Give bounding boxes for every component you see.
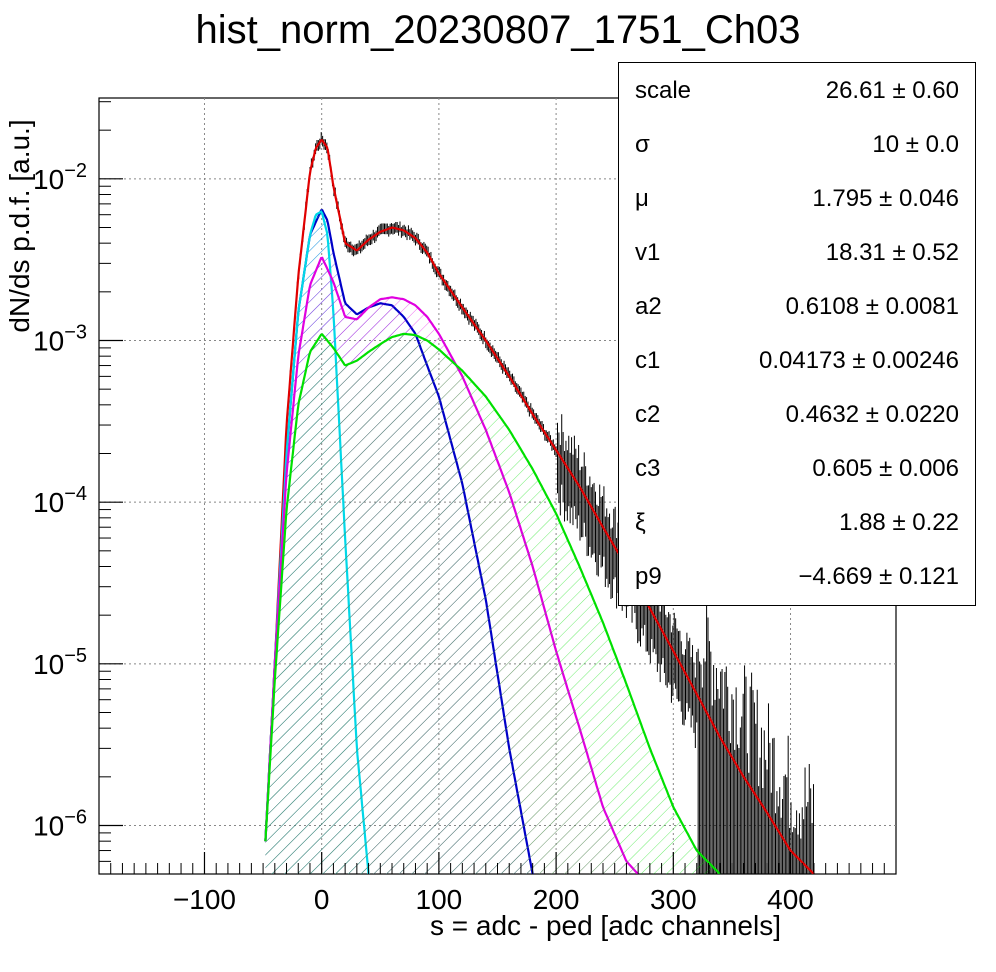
x-tick-label: 300 bbox=[650, 884, 697, 915]
stat-value: 0.04173 ± 0.00246 bbox=[758, 347, 959, 374]
stat-name: scale bbox=[635, 77, 692, 104]
stat-row: scale 26.61 ± 0.60 bbox=[619, 63, 975, 117]
stat-name: a2 bbox=[635, 293, 662, 320]
y-tick-label: 10−4 bbox=[33, 483, 87, 518]
stat-value: −4.669 ± 0.121 bbox=[798, 563, 959, 590]
series-fill bbox=[265, 333, 721, 874]
stat-name: v1 bbox=[635, 239, 661, 266]
y-tick-label: 10−2 bbox=[33, 160, 87, 195]
y-axis-label: dN/ds p.d.f. [a.u.] bbox=[4, 119, 35, 333]
stat-name: p9 bbox=[635, 563, 662, 590]
stat-value: 0.4632 ± 0.0220 bbox=[785, 401, 959, 428]
stat-value: 1.88 ± 0.22 bbox=[839, 509, 959, 536]
y-axis: 10−6 10−5 10−4 10−3 10−2 bbox=[33, 101, 123, 862]
x-tick-label: 400 bbox=[767, 884, 814, 915]
stat-name: σ bbox=[635, 131, 650, 158]
stat-value: 10 ± 0.0 bbox=[872, 131, 959, 158]
stat-value: 26.61 ± 0.60 bbox=[825, 77, 959, 104]
y-tick-label: 10−6 bbox=[33, 807, 87, 842]
x-axis-label: s = adc - ped [adc channels] bbox=[430, 910, 781, 941]
x-tick-label: 0 bbox=[314, 884, 330, 915]
fit-stats-box: scale 26.61 ± 0.60 σ 10 ± 0.0 μ 1.795 ± … bbox=[618, 62, 976, 606]
y-tick-label: 10−5 bbox=[33, 645, 87, 680]
x-tick-label: 200 bbox=[533, 884, 580, 915]
stat-row: ξ 1.88 ± 0.22 bbox=[619, 495, 975, 549]
stat-value: 18.31 ± 0.52 bbox=[825, 239, 959, 266]
x-tick-label: 100 bbox=[416, 884, 463, 915]
stat-row: p9 −4.669 ± 0.121 bbox=[619, 549, 975, 603]
stat-row: a2 0.6108 ± 0.0081 bbox=[619, 279, 975, 333]
stat-row: σ 10 ± 0.0 bbox=[619, 117, 975, 171]
chart-title: hist_norm_20230807_1751_Ch03 bbox=[195, 8, 801, 52]
stat-row: c2 0.4632 ± 0.0220 bbox=[619, 387, 975, 441]
stat-name: c1 bbox=[635, 347, 661, 374]
stat-value: 0.605 ± 0.006 bbox=[812, 455, 959, 482]
y-tick-label: 10−3 bbox=[33, 322, 87, 357]
stat-name: ξ bbox=[635, 509, 646, 536]
stat-row: μ 1.795 ± 0.046 bbox=[619, 171, 975, 225]
x-axis: −100 0 100 200 300 400 bbox=[110, 852, 897, 915]
series-line bbox=[264, 332, 721, 874]
stat-name: c3 bbox=[635, 455, 661, 482]
stat-row: v1 18.31 ± 0.52 bbox=[619, 225, 975, 279]
stat-value: 0.6108 ± 0.0081 bbox=[785, 293, 959, 320]
series-line bbox=[264, 139, 815, 874]
fit-curves bbox=[264, 139, 815, 874]
stat-row: c1 0.04173 ± 0.00246 bbox=[619, 333, 975, 387]
stat-name: μ bbox=[635, 185, 649, 212]
x-tick-label: −100 bbox=[173, 884, 236, 915]
stat-row: c3 0.605 ± 0.006 bbox=[619, 441, 975, 495]
stat-value: 1.795 ± 0.046 bbox=[812, 185, 959, 212]
stat-name: c2 bbox=[635, 401, 661, 428]
